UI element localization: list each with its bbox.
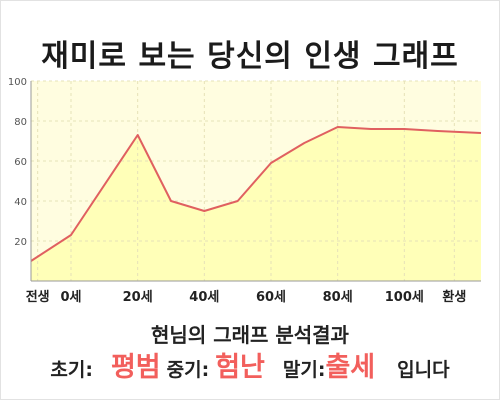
late-label: 말기: [282, 359, 326, 381]
life-chart: 20 40 60 80 100 전생 0세 20세 40세 60세 80세 100세 환생 [8, 77, 482, 305]
x-tick-label: 100세 [385, 290, 424, 305]
x-tick-label: 80세 [323, 290, 353, 305]
y-tick-label: 80 [14, 117, 27, 128]
plot-area: 20 40 60 80 100 전생 0세 20세 40세 60세 80세 100세 환생 [8, 77, 482, 305]
x-tick-label: 60세 [256, 290, 286, 305]
x-tick-label: 40세 [189, 290, 219, 305]
early-label: 초기: [50, 359, 93, 381]
series-line [30, 126, 482, 262]
middle-value: 험난 [215, 352, 265, 383]
y-tick-label: 20 [14, 237, 27, 248]
x-tick-label: 20세 [123, 290, 153, 305]
x-tick-label: 0세 [60, 290, 81, 305]
ending-text: 입니다 [397, 359, 450, 381]
middle-label: 중기: [166, 359, 210, 381]
result-phases: 초기: 평범 중기: 험난 말기: 출세 입니다 [1, 345, 499, 385]
y-tick-label: 60 [14, 157, 27, 168]
y-tick-label: 100 [8, 77, 27, 88]
x-tick-label: 전생 [26, 289, 50, 305]
result-heading: 현님의 그래프 분석결과 [151, 323, 349, 347]
x-tick-label: 환생 [442, 289, 466, 305]
late-value: 출세 [325, 352, 376, 383]
series-area [31, 127, 481, 281]
page-title: 재미로 보는 당신의 인생 그래프 [41, 39, 459, 74]
y-tick-label: 40 [14, 197, 27, 208]
early-value: 평범 [110, 352, 161, 383]
